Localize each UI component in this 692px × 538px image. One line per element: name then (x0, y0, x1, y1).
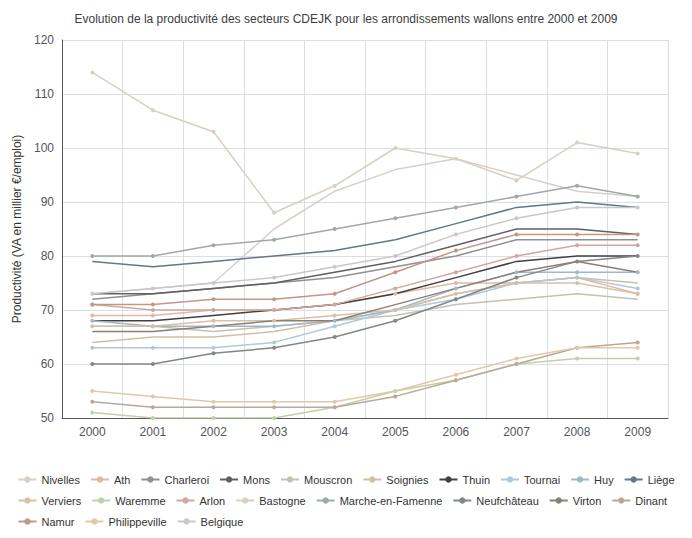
svg-text:2007: 2007 (503, 425, 530, 439)
svg-text:2002: 2002 (200, 425, 227, 439)
svg-text:Mouscron: Mouscron (304, 474, 352, 486)
svg-text:Ath: Ath (114, 474, 131, 486)
svg-text:Liège: Liège (648, 474, 675, 486)
svg-text:110: 110 (35, 87, 54, 101)
svg-text:Tournai: Tournai (524, 474, 560, 486)
svg-text:80: 80 (41, 249, 55, 263)
svg-text:2006: 2006 (443, 425, 470, 439)
svg-text:Arlon: Arlon (199, 495, 225, 507)
svg-text:Marche-en-Famenne: Marche-en-Famenne (340, 495, 443, 507)
svg-text:Charleroi: Charleroi (164, 474, 209, 486)
svg-text:Philippeville: Philippeville (108, 516, 166, 528)
svg-text:2000: 2000 (79, 425, 106, 439)
svg-text:2005: 2005 (382, 425, 409, 439)
svg-text:120: 120 (34, 33, 54, 47)
svg-text:70: 70 (41, 303, 55, 317)
svg-text:Namur: Namur (41, 516, 74, 528)
svg-text:Virton: Virton (573, 495, 602, 507)
svg-text:Huy: Huy (594, 474, 614, 486)
svg-text:90: 90 (41, 195, 55, 209)
svg-text:2008: 2008 (564, 425, 591, 439)
svg-text:Soignies: Soignies (386, 474, 429, 486)
svg-text:Bastogne: Bastogne (259, 495, 305, 507)
svg-text:2004: 2004 (321, 425, 348, 439)
svg-text:Waremme: Waremme (115, 495, 165, 507)
svg-text:2003: 2003 (261, 425, 288, 439)
svg-text:2001: 2001 (140, 425, 167, 439)
svg-text:60: 60 (41, 357, 55, 371)
svg-text:Mons: Mons (243, 474, 270, 486)
svg-text:Nivelles: Nivelles (41, 474, 80, 486)
svg-text:Belgique: Belgique (201, 516, 244, 528)
svg-text:50: 50 (41, 411, 55, 425)
svg-text:Thuin: Thuin (462, 474, 490, 486)
svg-text:100: 100 (34, 141, 54, 155)
svg-text:Productivité (VA en millier €/: Productivité (VA en millier €/emploi) (10, 135, 24, 324)
svg-text:Verviers: Verviers (41, 495, 81, 507)
svg-text:Dinant: Dinant (635, 495, 667, 507)
svg-text:Neufchâteau: Neufchâteau (476, 495, 538, 507)
svg-text:2009: 2009 (624, 425, 651, 439)
svg-text:Evolution de la productivité d: Evolution de la productivité des secteur… (75, 12, 618, 26)
